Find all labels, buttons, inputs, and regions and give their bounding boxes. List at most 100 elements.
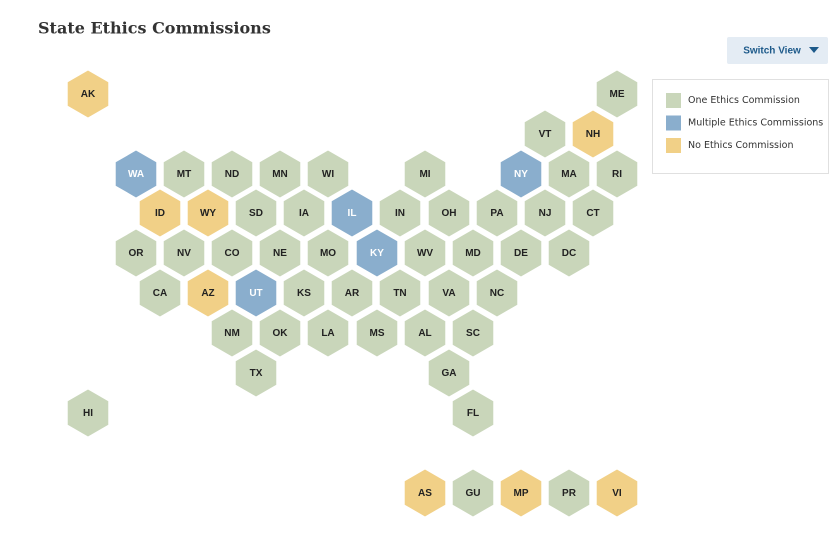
legend-swatch bbox=[666, 138, 681, 153]
legend-label: One Ethics Commission bbox=[688, 95, 800, 106]
state-label: PR bbox=[562, 488, 577, 499]
state-label: VA bbox=[442, 288, 455, 299]
state-hex: KY bbox=[355, 228, 399, 278]
state-label: NY bbox=[514, 169, 528, 180]
state-hex: CT bbox=[571, 188, 615, 238]
state-label: AK bbox=[81, 89, 96, 100]
state-hex: AS bbox=[403, 468, 447, 518]
state-hex: MD bbox=[451, 228, 495, 278]
state-label: ID bbox=[155, 208, 165, 219]
state-hex: TX bbox=[234, 348, 278, 398]
state-label: IN bbox=[395, 208, 405, 219]
state-hex: VT bbox=[523, 109, 567, 159]
hexagon bbox=[475, 268, 519, 318]
dropdown-arrow[interactable] bbox=[809, 47, 819, 53]
hexagon bbox=[499, 228, 543, 278]
hexagon bbox=[162, 149, 206, 199]
legend-box bbox=[652, 79, 829, 174]
hexagon bbox=[451, 468, 495, 518]
hexagon bbox=[306, 308, 350, 358]
switch-view-button[interactable]: Switch View bbox=[727, 37, 828, 64]
hexagon bbox=[595, 69, 639, 119]
state-hex: UT bbox=[234, 268, 278, 318]
state-hex: SC bbox=[451, 308, 495, 358]
state-label: OH bbox=[442, 208, 457, 219]
state-label: AS bbox=[418, 488, 432, 499]
state-label: TX bbox=[250, 368, 263, 379]
hexagon bbox=[234, 348, 278, 398]
hexagon bbox=[66, 69, 110, 119]
legend-swatch bbox=[666, 93, 681, 108]
hexagon bbox=[571, 188, 615, 238]
legend-label: Multiple Ethics Commissions bbox=[688, 118, 823, 129]
state-label: LA bbox=[321, 328, 334, 339]
state-hex: GU bbox=[451, 468, 495, 518]
hexagon bbox=[138, 188, 182, 238]
button-label[interactable]: Switch View bbox=[743, 46, 801, 57]
state-label: MO bbox=[320, 248, 336, 259]
hexagon bbox=[258, 228, 302, 278]
hexagon bbox=[234, 268, 278, 318]
hexagon bbox=[210, 149, 254, 199]
hexagon bbox=[234, 188, 278, 238]
state-label: AZ bbox=[201, 288, 214, 299]
hexagon bbox=[306, 228, 350, 278]
hexagon bbox=[114, 228, 158, 278]
state-hex: NC bbox=[475, 268, 519, 318]
state-label: SD bbox=[249, 208, 263, 219]
hexagon bbox=[282, 268, 326, 318]
hexagon bbox=[114, 149, 158, 199]
hexagon bbox=[258, 149, 302, 199]
state-label: WV bbox=[417, 248, 433, 259]
state-hex: OR bbox=[114, 228, 158, 278]
state-hex: WA bbox=[114, 149, 158, 199]
state-hex: NE bbox=[258, 228, 302, 278]
state-hex: NH bbox=[571, 109, 615, 159]
hexagon bbox=[427, 348, 471, 398]
state-label: MT bbox=[177, 169, 191, 180]
state-label: MS bbox=[370, 328, 385, 339]
state-label: CT bbox=[586, 208, 599, 219]
state-label: CO bbox=[225, 248, 240, 259]
state-label: KY bbox=[370, 248, 384, 259]
hexagon bbox=[403, 468, 447, 518]
hexagon bbox=[427, 268, 471, 318]
state-hex: MP bbox=[499, 468, 543, 518]
hexagon bbox=[330, 268, 374, 318]
state-label: DE bbox=[514, 248, 528, 259]
hexagon bbox=[355, 308, 399, 358]
state-label: MD bbox=[465, 248, 481, 259]
state-label: DC bbox=[562, 248, 576, 259]
hexagon bbox=[499, 149, 543, 199]
hexagon bbox=[451, 228, 495, 278]
state-hex: AL bbox=[403, 308, 447, 358]
state-hex: AR bbox=[330, 268, 374, 318]
state-hex: RI bbox=[595, 149, 639, 199]
legend-label: No Ethics Commission bbox=[688, 140, 793, 151]
state-hex: MT bbox=[162, 149, 206, 199]
state-hex: WI bbox=[306, 149, 350, 199]
state-label: NJ bbox=[539, 208, 552, 219]
state-hex: ME bbox=[595, 69, 639, 119]
state-label: MN bbox=[272, 169, 288, 180]
state-hex: TN bbox=[378, 268, 422, 318]
state-label: NH bbox=[586, 129, 600, 140]
state-hex: WY bbox=[186, 188, 230, 238]
state-label: VI bbox=[612, 488, 622, 499]
button-bg[interactable] bbox=[727, 37, 828, 64]
state-label: UT bbox=[249, 288, 262, 299]
hexagon bbox=[571, 109, 615, 159]
state-hex: GA bbox=[427, 348, 471, 398]
hexagon bbox=[378, 188, 422, 238]
state-label: CA bbox=[153, 288, 167, 299]
hexagon bbox=[306, 149, 350, 199]
hexagon bbox=[210, 228, 254, 278]
state-label: NE bbox=[273, 248, 287, 259]
state-hex: NJ bbox=[523, 188, 567, 238]
hexagon bbox=[547, 228, 591, 278]
hexagon bbox=[547, 468, 591, 518]
state-hex: MA bbox=[547, 149, 591, 199]
state-hex: MS bbox=[355, 308, 399, 358]
state-label: AL bbox=[418, 328, 431, 339]
